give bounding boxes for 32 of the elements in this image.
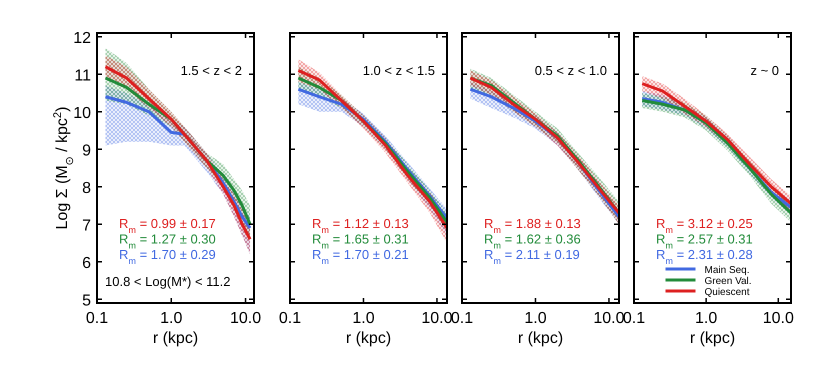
x-tick-label: 1.0 <box>695 310 718 327</box>
x-axis-title: r (kpc) <box>346 330 392 347</box>
text: z ~ 0 <box>750 63 779 78</box>
annotation: 10.8 < Log(M*) < 11.2 <box>105 274 231 289</box>
x-tick-label: 1.0 <box>160 310 182 327</box>
x-tick-label: 10.0 <box>230 310 262 327</box>
y-tick-label: 8 <box>82 180 92 197</box>
y-tick-label: 7 <box>82 217 92 234</box>
y-tick-label: 10 <box>73 104 92 122</box>
x-tick-label: 0.1 <box>86 310 108 327</box>
x-tick-label: 0.1 <box>278 310 302 327</box>
y-tick-label: 6 <box>82 254 92 272</box>
x-tick-label: 1.0 <box>524 310 547 327</box>
text: 1.5 < z < 2 <box>180 63 242 78</box>
x-tick-label: 10.0 <box>762 310 794 327</box>
x-tick-label: 0.1 <box>622 310 646 327</box>
y-tick-label: 9 <box>82 142 92 160</box>
legend-label: Green Val. <box>704 276 752 287</box>
legend-label: Main Seq. <box>704 265 750 276</box>
y-tick-label: 11 <box>74 67 92 84</box>
legend-label: Quiescent <box>704 287 750 298</box>
x-axis-title: r (kpc) <box>518 330 564 347</box>
x-axis-title: r (kpc) <box>690 330 736 347</box>
y-tick-label: 5 <box>82 292 92 310</box>
x-tick-label: 10.0 <box>593 310 625 327</box>
x-tick-label: 0.1 <box>450 310 474 327</box>
text: 0.5 < z < 1.0 <box>534 63 607 78</box>
x-tick-label: 1.0 <box>352 310 375 327</box>
x-axis-title: r (kpc) <box>152 330 198 347</box>
x-tick-label: 10.0 <box>421 310 453 327</box>
text: 1.0 < z < 1.5 <box>362 63 435 78</box>
y-tick-label: 12 <box>73 30 92 47</box>
